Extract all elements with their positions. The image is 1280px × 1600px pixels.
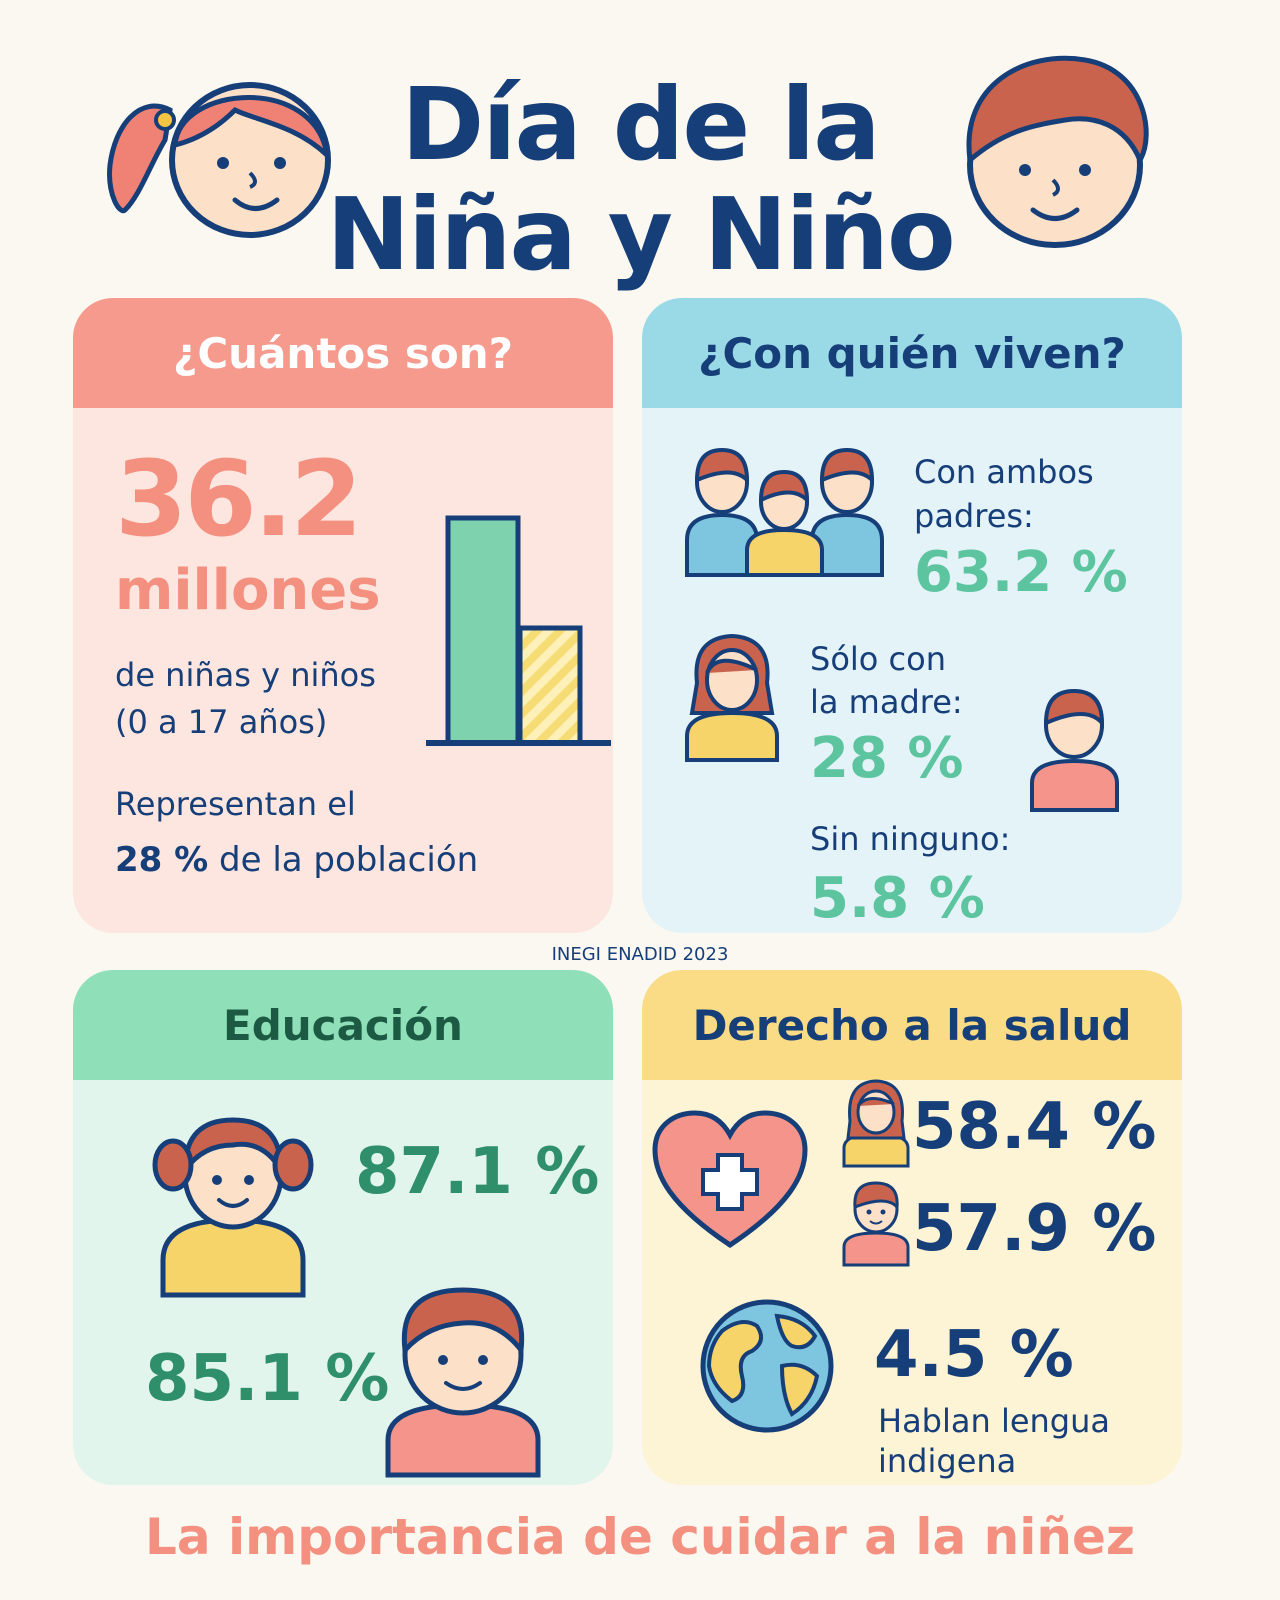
card-count-heading: ¿Cuántos son? — [73, 298, 613, 408]
title-line-1: Día de la — [401, 66, 881, 183]
health-girls-pct: 58.4 % — [912, 1090, 1157, 1164]
population-rep-2: de la población — [219, 840, 479, 880]
living-mother-label-2: la madre: — [810, 683, 963, 721]
living-none-pct: 5.8 % — [810, 866, 985, 931]
girl-health-icon — [842, 1079, 910, 1168]
population-number: 36.2 — [115, 438, 363, 560]
card-living-arrangement: ¿Con quién viven? Con ambos padres: 63.2… — [642, 298, 1182, 933]
card-edu-heading: Educación — [73, 970, 613, 1080]
population-rep-line: 28 % de la población — [115, 840, 478, 880]
indigenous-label-2: indigena — [878, 1442, 1017, 1480]
living-mother-pct: 28 % — [810, 726, 964, 791]
family-icon — [685, 447, 884, 577]
indigenous-pct: 4.5 % — [874, 1318, 1074, 1392]
living-both-pct: 63.2 % — [914, 540, 1128, 605]
edu-girls-pct: 87.1 % — [355, 1135, 600, 1209]
child-icon — [1030, 688, 1119, 812]
living-none-label: Sin ninguno: — [810, 820, 1011, 858]
population-desc-1: de niñas y niños — [115, 656, 376, 694]
card-health: Derecho a la salud 58.4 % 57.9 % 4.5 % H… — [642, 970, 1182, 1485]
girl-face-icon — [107, 82, 331, 238]
boy-face-icon — [966, 55, 1149, 248]
edu-boys-pct: 85.1 % — [145, 1342, 390, 1416]
population-unit: millones — [115, 558, 381, 623]
living-both-label-2: padres: — [914, 497, 1034, 535]
living-both-label-1: Con ambos — [914, 453, 1094, 491]
source-label: INEGI ENADID 2023 — [551, 944, 729, 965]
health-boys-pct: 57.9 % — [912, 1192, 1157, 1266]
card-education: Educación 87.1 % 85.1 % — [73, 970, 613, 1485]
mother-icon — [685, 633, 779, 762]
bar-chart-icon — [426, 515, 611, 746]
globe-icon — [700, 1299, 834, 1433]
heart-plus-icon — [652, 1110, 808, 1249]
title-line-2: Niña y Niño — [326, 176, 955, 293]
boy-student-icon — [385, 1287, 541, 1478]
population-rep-pct: 28 % — [115, 840, 209, 880]
boy-health-icon — [842, 1181, 910, 1267]
population-desc-2: (0 a 17 años) — [115, 703, 328, 741]
living-mother-label-1: Sólo con — [810, 640, 946, 678]
girl-student-icon — [152, 1117, 314, 1298]
card-living-heading: ¿Con quién viven? — [642, 298, 1182, 408]
footer-slogan: La importancia de cuidar a la niñez — [144, 1508, 1136, 1566]
indigenous-label-1: Hablan lengua — [878, 1402, 1110, 1440]
card-health-heading: Derecho a la salud — [642, 970, 1182, 1080]
population-rep-1: Representan el — [115, 785, 356, 823]
card-population-count: ¿Cuántos son? 36.2 millones de niñas y n… — [73, 298, 613, 933]
